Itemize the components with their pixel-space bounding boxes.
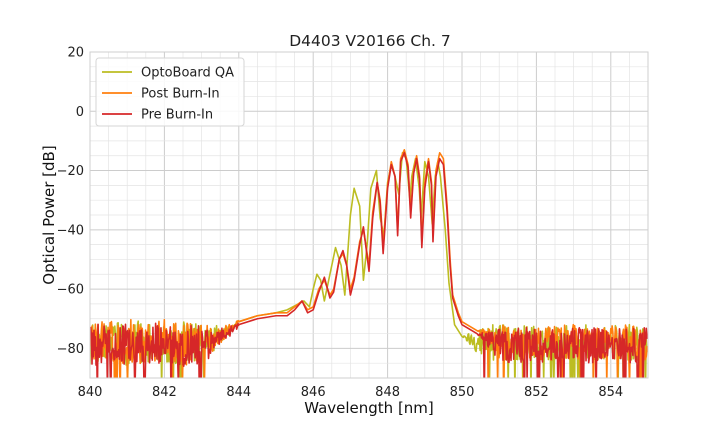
legend-label: Pre Burn-In (141, 108, 213, 123)
x-axis-label: Wavelength [nm] (304, 399, 434, 417)
chart-title: D4403 V20166 Ch. 7 (289, 32, 451, 50)
x-tick-label: 848 (375, 385, 400, 400)
y-tick-label: −80 (57, 342, 84, 357)
x-tick-label: 846 (301, 385, 326, 400)
y-tick-label: 20 (67, 46, 84, 61)
series-line-3 (90, 151, 648, 378)
legend-label: OptoBoard QA (141, 66, 234, 81)
legend-label: Post Burn-In (141, 87, 220, 102)
x-tick-label: 840 (78, 385, 103, 400)
x-tick-label: 842 (152, 385, 177, 400)
x-tick-label: 844 (226, 385, 251, 400)
y-tick-label: −20 (57, 164, 84, 179)
plot-lines (90, 149, 648, 378)
x-tick-labels: 840 842 844 846 848 850 852 854 (78, 385, 624, 400)
x-tick-label: 850 (450, 385, 475, 400)
y-tick-labels: 20 0 −20 −40 −60 −80 (57, 46, 84, 357)
legend: OptoBoard QA Post Burn-In Pre Burn-In (95, 57, 245, 127)
plot-frame (89, 51, 649, 379)
y-tick-label: −60 (57, 283, 84, 298)
y-tick-label: 0 (76, 105, 84, 120)
x-tick-label: 854 (598, 385, 623, 400)
y-tick-label: −40 (57, 223, 84, 238)
legend-box (95, 57, 245, 127)
y-axis-label: Optical Power [dB] (40, 145, 58, 284)
x-tick-label: 852 (524, 385, 549, 400)
